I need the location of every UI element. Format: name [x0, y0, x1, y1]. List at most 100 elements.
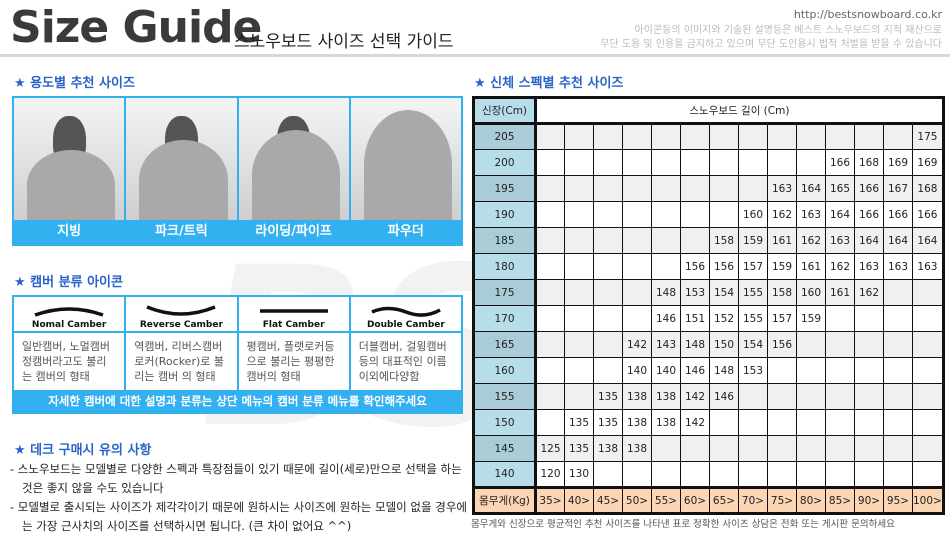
camber-name: Reverse Camber — [139, 320, 223, 330]
size-cell — [593, 123, 623, 150]
size-cell — [825, 331, 855, 358]
camber-desc: 역캠버, 리버스캠버 로커(Rocker)로 불리는 캠버 의 형태 — [134, 340, 225, 383]
board-image — [251, 130, 340, 220]
size-cell: 140 — [622, 357, 652, 384]
weight-cell: 60> — [680, 486, 710, 514]
size-cell — [593, 331, 623, 358]
usage-label: 파크/트릭 — [126, 220, 237, 244]
weight-cell: 85> — [825, 486, 855, 514]
size-cell: 138 — [593, 435, 623, 462]
size-cell: 159 — [767, 253, 797, 280]
usage-heading: ★ 용도별 추천 사이즈 — [14, 76, 135, 91]
weight-cell: 35> — [535, 486, 565, 514]
height-cell: 140 — [473, 461, 537, 488]
size-cell — [912, 331, 944, 358]
size-cell: 130 — [564, 461, 594, 488]
usage-item-powder: 파우더 — [350, 98, 461, 244]
size-cell: 167 — [883, 175, 913, 202]
usage-item-jibbing: 지빙 — [14, 98, 125, 244]
size-cell — [680, 227, 710, 254]
weight-row: 몸무게(Kg) 35> 40> 45> 50> 55> 60> 65> 70> 75> 80> 85>… — [473, 486, 944, 514]
table-header-row: 신장(Cm) 스노우보드 길이 (Cm) — [473, 97, 944, 125]
height-cell: 150 — [473, 409, 537, 436]
size-cell: 156 — [709, 253, 739, 280]
camber-card-reverse: Reverse Camber 역캠버, 리버스캠버 로커(Rocker)로 불리는… — [126, 297, 237, 390]
size-cell: 165 — [825, 175, 855, 202]
size-cell: 135 — [564, 435, 594, 462]
size-cell: 168 — [854, 149, 884, 176]
size-cell — [767, 409, 797, 436]
size-cell — [651, 149, 681, 176]
size-cell: 135 — [593, 383, 623, 410]
size-cell — [622, 149, 652, 176]
header-divider — [0, 54, 950, 57]
size-cell — [622, 123, 652, 150]
size-cell — [709, 149, 739, 176]
size-cell: 143 — [651, 331, 681, 358]
table-row: 145 125 135 138 138 — [473, 435, 944, 462]
weight-cell: 70> — [738, 486, 768, 514]
usage-photos: 지빙 파크/트릭 라이딩/파이프 파우더 — [12, 96, 463, 246]
size-cell — [593, 149, 623, 176]
size-cell — [883, 383, 913, 410]
usage-label: 라이딩/파이프 — [238, 220, 349, 244]
camber-desc: 더블캠버, 걸윙캠버 등의 대표적인 이름 이외에다양함 — [358, 340, 447, 383]
board-image — [139, 140, 228, 220]
size-cell: 135 — [564, 409, 594, 436]
height-cell: 180 — [473, 253, 537, 280]
site-url: http://bestsnowboard.co.kr — [793, 8, 942, 21]
size-cell: 164 — [912, 227, 944, 254]
usage-label: 지빙 — [14, 220, 125, 244]
size-cell — [622, 253, 652, 280]
size-cell — [535, 253, 565, 280]
table-row: 200 166 168 169 169 — [473, 149, 944, 176]
page-subtitle: 스노우보드 사이즈 선택 가이드 — [234, 32, 454, 52]
size-cell — [564, 201, 594, 228]
copyright-notice: 아이콘등의 이미지와 기술된 설명등은 베스트 스노우보드의 지적 재산으로 무… — [600, 24, 942, 52]
size-cell — [680, 201, 710, 228]
size-cell — [912, 305, 944, 332]
weight-cell: 95> — [883, 486, 913, 514]
reverse-camber-icon — [146, 305, 217, 316]
flat-camber-icon — [259, 309, 328, 313]
size-cell: 138 — [651, 383, 681, 410]
size-cell — [854, 409, 884, 436]
camber-card-flat: Flat Camber 평캠버, 플랫로커등 으로 불리는 평평한 캠버의 형태 — [238, 297, 349, 390]
size-cell — [535, 123, 565, 150]
size-cell — [796, 435, 826, 462]
board-image — [363, 110, 453, 220]
size-cell — [564, 149, 594, 176]
table-footnote: 몸무게와 신장으로 평균적인 추천 사이즈를 나타낸 표로 정확한 사이즈 상담… — [471, 519, 895, 530]
size-cell: 151 — [680, 305, 710, 332]
size-cell — [564, 331, 594, 358]
size-cell: 142 — [680, 383, 710, 410]
size-cell: 159 — [796, 305, 826, 332]
size-cell: 175 — [912, 123, 944, 150]
size-cell — [767, 435, 797, 462]
size-cell — [593, 461, 623, 488]
size-cell — [564, 175, 594, 202]
size-cell: 163 — [796, 201, 826, 228]
size-cell — [680, 123, 710, 150]
size-cell: 163 — [854, 253, 884, 280]
size-cell: 138 — [622, 383, 652, 410]
size-cell — [825, 383, 855, 410]
size-cell: 168 — [912, 175, 944, 202]
size-cell — [535, 201, 565, 228]
size-cell: 148 — [709, 357, 739, 384]
size-cell — [825, 461, 855, 488]
camber-name: Nomal Camber — [31, 320, 107, 330]
size-cell: 161 — [767, 227, 797, 254]
size-cell — [854, 461, 884, 488]
size-cell: 162 — [767, 201, 797, 228]
size-cell — [883, 305, 913, 332]
weight-cell: 40> — [564, 486, 594, 514]
weight-header: 몸무게(Kg) — [473, 486, 537, 514]
size-cell — [738, 409, 768, 436]
size-cell: 146 — [680, 357, 710, 384]
usage-item-park: 파크/트릭 — [126, 98, 237, 244]
size-cell — [825, 409, 855, 436]
size-cell: 163 — [883, 253, 913, 280]
size-cell — [622, 279, 652, 306]
size-cell — [796, 383, 826, 410]
